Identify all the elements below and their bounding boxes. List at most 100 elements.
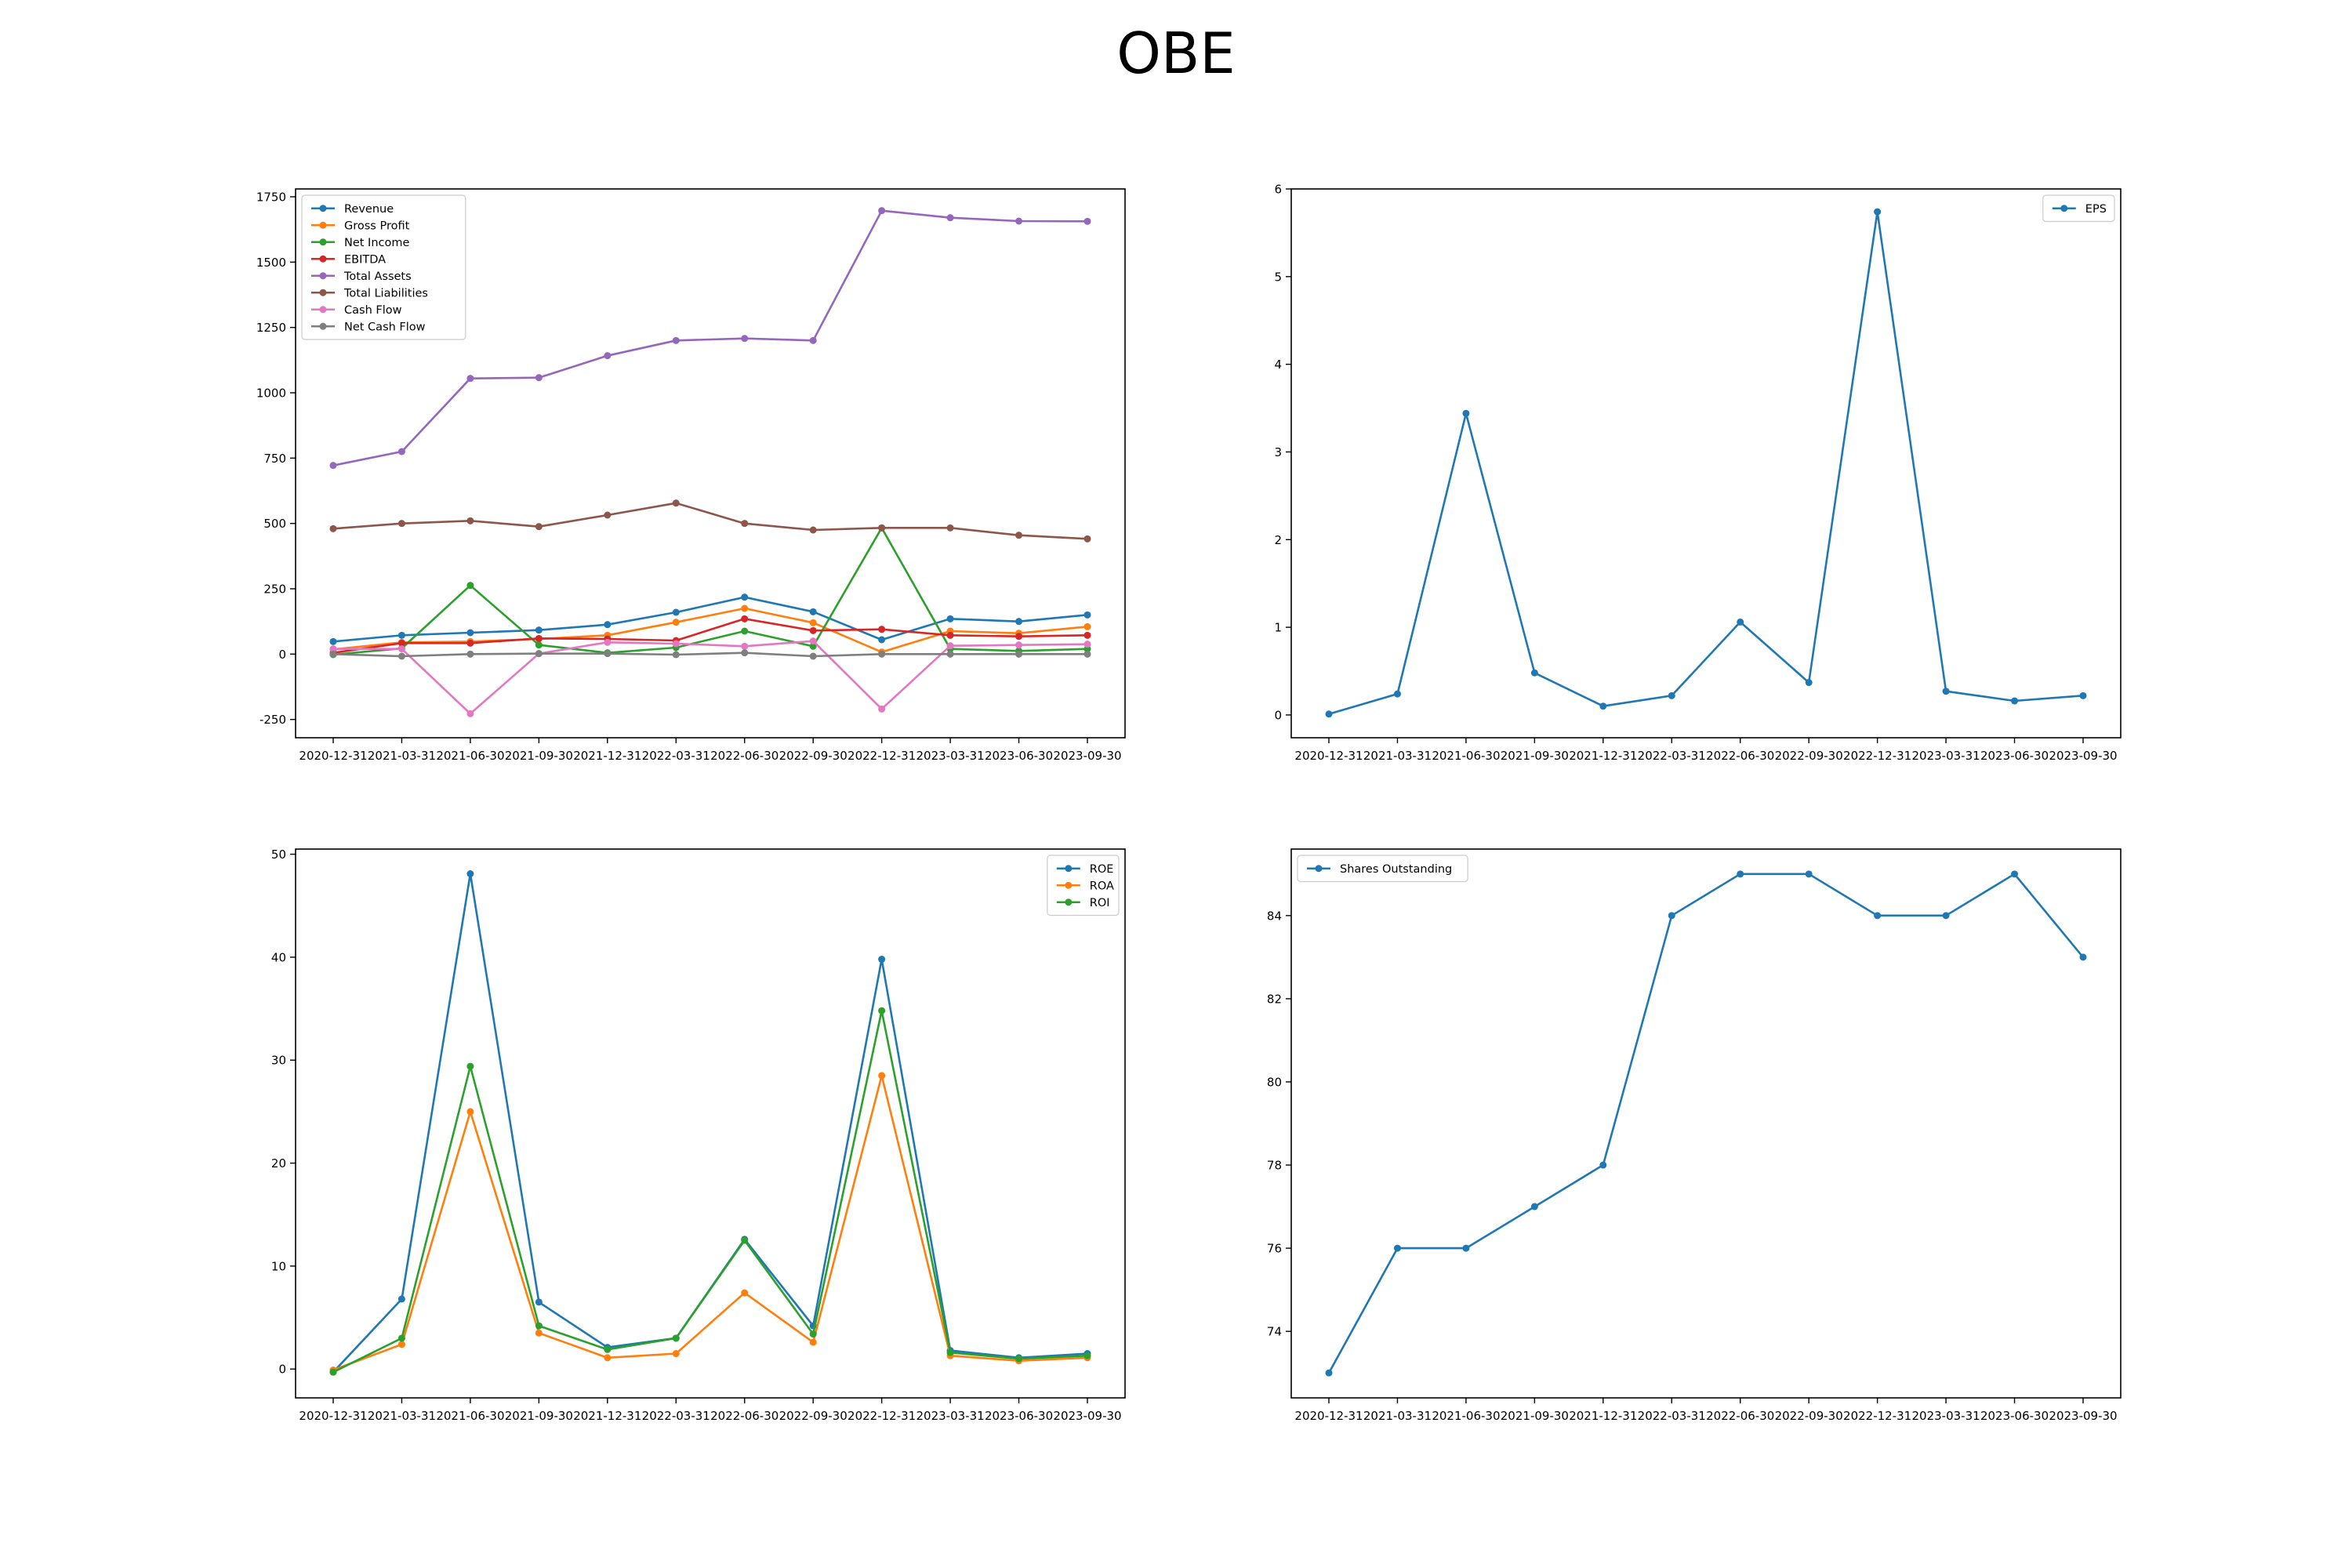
data-point: [466, 1108, 474, 1116]
x-tick-label: 2023-06-30: [985, 1409, 1053, 1423]
legend-swatch-marker: [319, 255, 327, 263]
legend-entry-total-assets: Total Assets: [311, 270, 412, 283]
data-point: [1083, 1352, 1091, 1359]
legend-label: ROA: [1090, 880, 1114, 892]
data-point: [466, 375, 474, 383]
y-tick-label: 250: [263, 583, 286, 597]
data-point: [1393, 690, 1401, 698]
data-point: [397, 1334, 405, 1342]
data-point: [604, 1354, 612, 1362]
data-point: [741, 604, 749, 612]
y-tick-label: 10: [271, 1259, 286, 1273]
data-point: [672, 640, 680, 648]
data-point: [946, 524, 954, 532]
data-point: [1599, 702, 1607, 710]
x-tick-label: 2023-06-30: [1980, 749, 2049, 763]
data-point: [2011, 870, 2019, 878]
legend-label: ROE: [1090, 863, 1114, 876]
data-point: [535, 523, 543, 531]
legend-swatch-marker: [1065, 881, 1073, 889]
legend-label: Net Cash Flow: [344, 321, 426, 333]
series-revenue: [329, 593, 1091, 645]
series-cash-flow: [329, 637, 1091, 717]
data-point: [604, 638, 612, 646]
y-tick-label: 50: [271, 848, 286, 862]
data-point: [1083, 535, 1091, 543]
y-tick-label: 1: [1274, 621, 1282, 635]
y-tick-label: 1250: [256, 321, 286, 335]
legend-frame: [1047, 855, 1120, 916]
series-line-net-income: [332, 526, 1088, 656]
data-point: [878, 636, 886, 644]
data-point: [1083, 650, 1091, 658]
legend-frame: [1297, 855, 1468, 883]
legend-swatch-marker: [319, 221, 327, 229]
x-tick-label: 2023-06-30: [985, 749, 1053, 763]
x-tick-label: 2022-06-30: [710, 1409, 779, 1423]
data-point: [741, 615, 749, 622]
x-tick-label: 2021-12-31: [1569, 749, 1637, 763]
legend-swatch-marker: [2060, 205, 2068, 212]
x-tick-label: 2021-03-31: [1363, 1409, 1432, 1423]
data-point: [741, 1236, 749, 1244]
legend-swatch-marker: [1315, 865, 1323, 873]
series-roa: [329, 1072, 1091, 1374]
data-point: [1083, 622, 1091, 630]
y-tick-label: 76: [1267, 1242, 1282, 1256]
y-tick-label: 6: [1274, 183, 1282, 197]
legend-entry-roi: ROI: [1056, 897, 1110, 909]
legend-label: Shares Outstanding: [1340, 863, 1452, 876]
data-point: [1083, 217, 1091, 225]
data-point: [741, 627, 749, 635]
x-tick-label: 2022-09-30: [1775, 1409, 1843, 1423]
data-point: [1015, 532, 1023, 539]
data-point: [397, 448, 405, 456]
data-point: [1015, 618, 1023, 626]
series-line-gross-profit: [332, 607, 1088, 654]
data-point: [946, 631, 954, 639]
series-line-shares-outstanding: [1327, 873, 2085, 1374]
x-tick-label: 2022-12-31: [848, 749, 916, 763]
data-point: [741, 1289, 749, 1297]
series-line-cash-flow: [333, 640, 1088, 715]
x-tick-label: 2023-06-30: [1980, 1409, 2049, 1423]
series-net-income: [329, 524, 1091, 659]
legend-swatch-marker: [319, 205, 327, 212]
data-point: [329, 650, 337, 658]
data-point: [604, 650, 612, 658]
data-point: [741, 649, 749, 657]
legend-swatch-marker: [1065, 865, 1073, 873]
data-point: [329, 637, 337, 645]
data-point: [397, 520, 405, 528]
series-line-roi: [332, 1009, 1088, 1374]
data-point: [397, 639, 405, 647]
data-point: [1530, 669, 1538, 677]
data-point: [1325, 1369, 1333, 1377]
data-point: [1325, 710, 1333, 718]
data-point: [1668, 691, 1675, 699]
data-point: [1805, 870, 1813, 878]
data-point: [878, 1072, 886, 1080]
legend-label: Revenue: [344, 203, 394, 216]
y-tick-label: 74: [1267, 1325, 1282, 1339]
data-point: [809, 1330, 817, 1338]
series-net-cash-flow: [329, 649, 1091, 660]
data-point: [1015, 641, 1023, 649]
data-point: [535, 634, 543, 642]
data-point: [672, 336, 680, 344]
legend-swatch-marker: [319, 272, 327, 280]
data-point: [672, 1334, 680, 1342]
data-point: [2079, 953, 2087, 961]
data-point: [535, 374, 543, 382]
data-point: [809, 619, 817, 626]
series-line-ebitda: [332, 617, 1088, 654]
y-tick-label: 2: [1274, 533, 1282, 547]
legend-entry-eps: EPS: [2052, 203, 2107, 216]
x-tick-label: 2022-03-31: [1638, 1409, 1706, 1423]
data-point: [397, 631, 405, 639]
data-point: [946, 642, 954, 650]
data-point: [672, 608, 680, 616]
data-point: [397, 1295, 405, 1303]
x-tick-label: 2022-12-31: [1843, 749, 1911, 763]
